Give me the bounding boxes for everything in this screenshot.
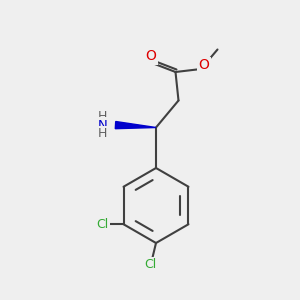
Text: O: O: [145, 50, 156, 63]
Text: H: H: [98, 110, 108, 123]
Text: N: N: [98, 118, 108, 132]
Text: Cl: Cl: [96, 218, 108, 231]
Text: H: H: [98, 127, 108, 140]
Text: O: O: [199, 58, 209, 72]
Polygon shape: [115, 122, 156, 129]
Text: Cl: Cl: [145, 258, 157, 271]
